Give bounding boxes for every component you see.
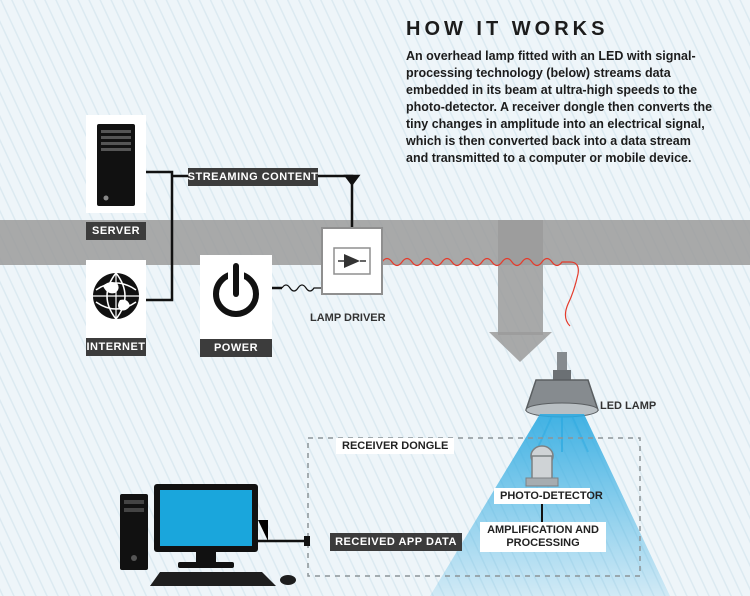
description: An overhead lamp fitted with an LED with… <box>406 48 716 167</box>
label-power: POWER <box>200 339 272 357</box>
power-node <box>200 255 272 339</box>
internet-node <box>86 260 146 338</box>
server-node <box>86 115 146 213</box>
label-received: RECEIVED APP DATA <box>330 533 462 551</box>
label-amp: AMPLIFICATION AND PROCESSING <box>480 522 606 552</box>
label-photo-detector: PHOTO-DETECTOR <box>494 488 590 504</box>
label-streaming: STREAMING CONTENT <box>188 168 318 186</box>
label-led-lamp: LED LAMP <box>600 400 656 412</box>
label-receiver-dongle: RECEIVER DONGLE <box>336 438 454 454</box>
label-server: SERVER <box>86 222 146 240</box>
label-lamp-driver: LAMP DRIVER <box>310 312 386 324</box>
lamp-driver-node <box>322 228 382 294</box>
heading: HOW IT WORKS <box>406 18 608 41</box>
receiver-plug <box>304 536 310 546</box>
label-internet: INTERNET <box>86 338 146 356</box>
